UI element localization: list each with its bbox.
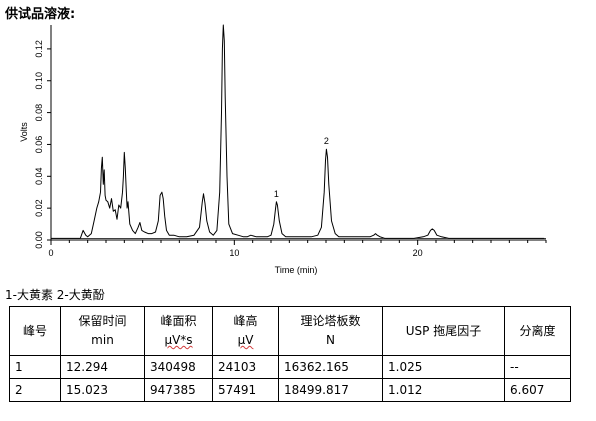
y-axis: 0.00 0.02 0.04 0.06 0.08 0.10 0.12 [34,25,52,249]
table-cell: 6.607 [504,378,571,402]
col-peak-height: 峰高 μV [212,306,279,356]
y-tick-label: 0.00 [34,231,44,249]
y-tick-label: 0.08 [34,104,44,122]
header-peak-area: 峰面积 [160,314,197,328]
x-tick-label: 10 [229,248,239,258]
table-cell: 947385 [144,378,213,402]
header-tailing: USP 拖尾因子 [405,323,482,338]
header-peak-height: 峰高 [233,314,258,328]
header-plate-number: 理论塔板数 [300,314,361,328]
col-peak-no: 峰号 [9,306,61,356]
col-tailing: USP 拖尾因子 [382,306,505,356]
table-cell: 18499.817 [278,378,383,402]
table-cell: 16362.165 [278,355,383,379]
col-resolution: 分离度 [504,306,571,356]
sample-title: 供试品溶液: [5,7,76,22]
series-line [51,24,545,239]
peak-label: 1 [274,189,279,199]
table-cell: 2 [9,378,61,402]
header-resolution: 分离度 [519,323,556,338]
table-header-row: 峰号 保留时间 min 峰面积 μV*s 峰高 μV 理论塔板数 N USP 拖尾因子 … [9,306,571,356]
y-tick-label: 0.12 [34,40,44,58]
table-cell: 340498 [144,355,213,379]
col-peak-area: 峰面积 μV*s [144,306,213,356]
y-axis-label: Volts [19,122,29,142]
peak-legend: 1-大黄素 2-大黄酚 [5,288,105,302]
table-cell: 1.012 [382,378,505,402]
col-plate-number: 理论塔板数 N [278,306,383,356]
header-retention-unit: min [91,333,114,347]
table-cell: -- [504,355,571,379]
x-tick-label: 20 [413,248,423,258]
y-tick-label: 0.04 [34,168,44,186]
peak-table: 峰号 保留时间 min 峰面积 μV*s 峰高 μV 理论塔板数 N USP 拖尾因子 … [9,306,571,402]
table-cell: 1.025 [382,355,505,379]
table-row: 2 15.023 947385 57491 18499.817 1.012 6.… [9,378,571,402]
table-cell: 24103 [212,355,279,379]
chromatogram: 0.000.020.040.060.080.100.12 0 10 20 12 Vo… [19,24,547,275]
table-cell: 57491 [212,378,279,402]
header-retention-time: 保留时间 [78,314,127,328]
header-plate-unit: N [326,333,335,347]
peak-labels: 12 [274,136,329,199]
col-retention-time: 保留时间 min [60,306,145,356]
y-tick-label: 0.02 [34,199,44,217]
peak-label: 2 [324,136,329,146]
y-tick-label: 0.10 [34,72,44,90]
x-axis: 0 10 20 [48,239,547,258]
chromatogram-trace [51,24,546,239]
header-peak-no: 峰号 [22,323,47,338]
table-cell: 15.023 [60,378,145,402]
table-cell: 1 [9,355,61,379]
x-tick-label: 0 [48,248,53,258]
table-cell: 12.294 [60,355,145,379]
header-area-unit: μV*s [164,333,193,347]
header-height-unit: μV [237,333,254,347]
x-axis-label: Time (min) [275,265,318,275]
table-row: 1 12.294 340498 24103 16362.165 1.025 -- [9,355,571,379]
y-tick-label: 0.06 [34,136,44,154]
